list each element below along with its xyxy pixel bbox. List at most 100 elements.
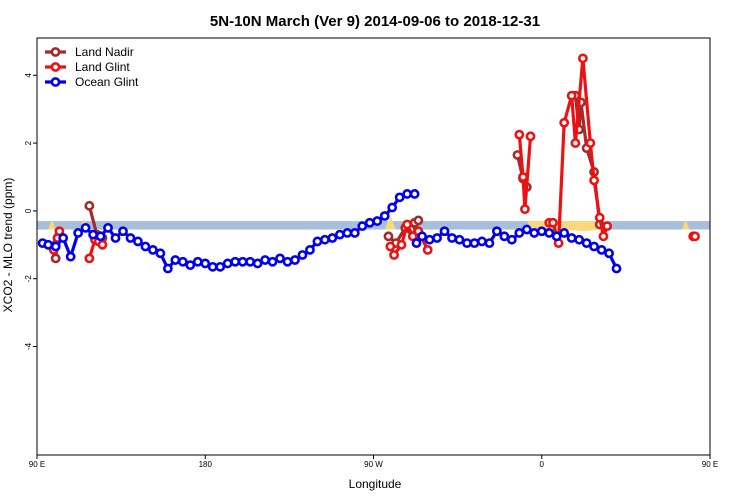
ocean-glint-point xyxy=(88,229,98,240)
legend-label: Land Nadir xyxy=(75,45,134,59)
land-nadir-point xyxy=(50,253,61,264)
ocean-glint-point xyxy=(596,244,607,255)
land-glint-point xyxy=(598,231,609,242)
ocean-glint-point xyxy=(260,255,270,265)
ocean-glint-point xyxy=(551,231,562,242)
ocean-glint-point xyxy=(245,256,256,267)
ocean-glint-point xyxy=(58,233,69,243)
ocean-glint-point xyxy=(342,228,353,238)
ocean-glint-point xyxy=(439,226,450,237)
land-glint-point xyxy=(723,248,730,255)
land-glint-point xyxy=(518,172,528,182)
ocean-glint-point xyxy=(514,228,525,238)
ocean-glint-point xyxy=(222,258,233,269)
y-tick-label: -4 xyxy=(24,342,33,350)
land-glint-point xyxy=(725,236,732,243)
ocean-glint-point xyxy=(290,255,300,265)
ocean-glint-point xyxy=(185,260,196,271)
ocean-glint-point xyxy=(118,226,128,237)
plot-frame xyxy=(36,37,711,456)
ocean-glint-point xyxy=(349,228,360,238)
ocean-glint-point xyxy=(409,189,420,199)
legend-label: Land Glint xyxy=(75,60,130,74)
ocean-glint-point xyxy=(417,231,428,242)
ocean-glint-point xyxy=(566,233,577,243)
ocean-glint-point xyxy=(521,224,532,235)
land-glint-point xyxy=(402,219,413,230)
ocean-glint-point xyxy=(237,256,248,267)
ocean-glint-point xyxy=(387,202,398,213)
land-glint-point xyxy=(566,90,577,101)
y-axis-label: XCO2 - MLO trend (ppm) xyxy=(1,178,15,313)
ocean-glint-point xyxy=(95,231,106,242)
ocean-glint-point xyxy=(604,248,614,259)
y-tick-label: -2 xyxy=(24,275,33,283)
land-glint-point xyxy=(84,253,95,264)
ocean-glint-point xyxy=(379,211,390,221)
ocean-glint-point xyxy=(275,253,285,264)
ocean-glint-point xyxy=(65,251,76,262)
land-glint-point xyxy=(548,217,558,228)
x-tick-label: 90 E xyxy=(702,460,718,469)
land-glint-point xyxy=(525,131,536,142)
ocean-glint-point xyxy=(364,217,375,228)
land-glint-point xyxy=(54,226,65,237)
ocean-glint-point xyxy=(372,216,383,226)
ocean-glint-point xyxy=(357,221,368,232)
ocean-glint-point xyxy=(133,236,143,247)
ocean-glint-point xyxy=(559,228,570,238)
ocean-glint-point xyxy=(110,233,121,243)
ocean-glint-point xyxy=(103,222,113,233)
ocean-glint-point xyxy=(544,228,555,238)
ocean-glint-point xyxy=(574,234,585,245)
ocean-glint-point xyxy=(334,229,345,240)
ocean-glint-point xyxy=(252,258,263,269)
ocean-glint-point xyxy=(394,192,405,203)
land-fill-patch xyxy=(48,219,56,230)
ocean-glint-point xyxy=(207,261,218,272)
chart-title: 5N-10N March (Ver 9) 2014-09-06 to 2018-… xyxy=(210,13,540,30)
land-glint-line xyxy=(727,240,729,252)
ocean-glint-point xyxy=(50,241,61,252)
ocean-glint-point xyxy=(43,239,54,250)
land-nadir-point xyxy=(727,231,734,238)
ocean-glint-point xyxy=(506,234,517,245)
ocean-glint-point xyxy=(125,233,136,243)
ocean-glint-point xyxy=(282,256,293,267)
x-tick-label: 90 W xyxy=(364,460,383,469)
land-glint-point xyxy=(585,138,596,148)
x-tick-label: 0 xyxy=(540,460,545,469)
ocean-glint-point xyxy=(432,233,442,243)
land-glint-point xyxy=(520,204,530,215)
legend-marker xyxy=(50,77,61,87)
land-glint-point xyxy=(514,129,525,140)
ocean-glint-point xyxy=(454,234,465,245)
ocean-glint-point xyxy=(447,233,457,243)
ocean-glint-point xyxy=(155,248,166,259)
x-axis-label: Longitude xyxy=(349,477,402,491)
ocean-glint-point xyxy=(462,238,472,249)
land-glint-point xyxy=(97,239,108,250)
ocean-glint-point xyxy=(319,234,330,245)
land-nadir-point xyxy=(413,215,424,226)
land-glint-point xyxy=(396,239,407,250)
land-glint-line xyxy=(517,133,533,211)
ocean-glint-point xyxy=(484,238,495,249)
ocean-glint-point xyxy=(424,234,435,245)
ocean-glint-point xyxy=(297,250,308,260)
land-fill-patch xyxy=(716,218,727,230)
ocean-glint-point xyxy=(170,255,181,265)
ocean-glint-point xyxy=(73,228,84,238)
ocean-glint-point xyxy=(491,226,502,237)
land-glint-point xyxy=(385,241,396,252)
ocean-glint-point xyxy=(529,228,540,238)
y-tick-label: 0 xyxy=(24,208,33,213)
land-glint-point xyxy=(577,53,588,64)
land-nadir-point xyxy=(383,231,394,242)
ocean-glint-point xyxy=(411,238,422,249)
land-glint-point xyxy=(690,231,700,242)
ocean-glint-point xyxy=(148,244,158,255)
ocean-glint-point xyxy=(611,263,622,274)
ocean-glint-point xyxy=(162,263,173,274)
